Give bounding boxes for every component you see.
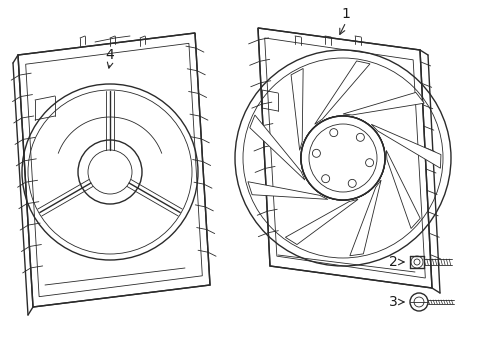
Polygon shape: [386, 150, 420, 229]
Polygon shape: [371, 124, 441, 168]
Circle shape: [301, 116, 385, 200]
Polygon shape: [18, 33, 210, 307]
Polygon shape: [285, 199, 358, 244]
Text: 4: 4: [106, 48, 114, 62]
Polygon shape: [258, 28, 432, 288]
Polygon shape: [315, 61, 370, 124]
Circle shape: [301, 116, 385, 200]
Polygon shape: [291, 68, 303, 150]
Polygon shape: [250, 115, 305, 180]
Text: 3: 3: [389, 295, 397, 309]
Polygon shape: [350, 180, 381, 256]
Text: 2: 2: [389, 255, 397, 269]
Polygon shape: [343, 93, 424, 115]
Polygon shape: [248, 182, 328, 199]
Text: 1: 1: [342, 7, 350, 21]
